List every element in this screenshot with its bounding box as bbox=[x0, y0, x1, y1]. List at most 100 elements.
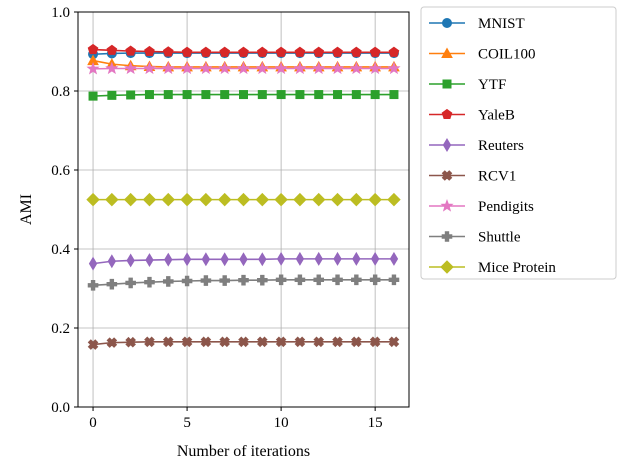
legend-label: YTF bbox=[478, 77, 506, 93]
data-point-rcv1 bbox=[275, 336, 287, 348]
data-point-mice-protein bbox=[330, 192, 345, 207]
data-point-mice-protein bbox=[349, 192, 364, 207]
data-point-shuttle bbox=[181, 275, 193, 287]
plot-border bbox=[77, 11, 410, 408]
data-point-pendigits bbox=[199, 61, 213, 75]
y-tick-label: 0.0 bbox=[51, 400, 70, 416]
data-point-shuttle bbox=[87, 280, 99, 291]
data-point-ytf bbox=[314, 90, 324, 100]
data-point-yaleb bbox=[332, 46, 343, 57]
data-point-shuttle bbox=[351, 274, 362, 286]
data-point-ytf bbox=[239, 90, 248, 100]
x-tick-label: 15 bbox=[368, 415, 383, 431]
data-point-ytf bbox=[220, 90, 230, 100]
data-point-reuters bbox=[295, 251, 305, 266]
data-point-rcv1 bbox=[388, 336, 400, 348]
x-tick-label: 5 bbox=[183, 415, 191, 431]
legend-item-shuttle: Shuttle bbox=[429, 230, 521, 246]
data-point-ytf bbox=[163, 90, 173, 100]
data-point-mice-protein bbox=[123, 192, 138, 207]
y-tick-label: 0.2 bbox=[51, 321, 70, 337]
legend-item-reuters: Reuters bbox=[429, 138, 524, 154]
legend: MNIST COIL100 YTF YaleB Reuters RCV1 Pendigits… bbox=[420, 6, 617, 280]
data-point-mice-protein bbox=[199, 192, 213, 207]
legend-label: Reuters bbox=[478, 138, 524, 154]
data-point-shuttle bbox=[388, 274, 400, 286]
data-point-mice-protein bbox=[105, 192, 119, 207]
data-point-shuttle bbox=[144, 276, 155, 288]
data-point-shuttle bbox=[238, 274, 249, 286]
data-point-yaleb bbox=[200, 46, 212, 57]
data-point-rcv1 bbox=[351, 336, 362, 348]
data-point-mice-protein bbox=[293, 192, 307, 207]
legend-label: Pendigits bbox=[478, 199, 534, 215]
data-point-mice-protein bbox=[368, 192, 382, 207]
data-point-ytf bbox=[126, 90, 136, 100]
y-tick-label: 0.4 bbox=[51, 242, 70, 258]
data-point-ytf bbox=[144, 90, 154, 100]
axis-ticks: 0 5 10 15 0.0 0.2 0.4 0.6 0.8 1.0 bbox=[51, 5, 382, 431]
x-tick-label: 0 bbox=[89, 415, 97, 431]
data-point-shuttle bbox=[219, 275, 230, 286]
data-point-ytf bbox=[351, 90, 361, 100]
legend-swatch-marker bbox=[441, 170, 453, 181]
data-point-ytf bbox=[201, 90, 211, 100]
data-point-ytf bbox=[295, 90, 305, 100]
data-point-rcv1 bbox=[125, 336, 136, 348]
series-mice-protein bbox=[86, 192, 401, 207]
data-point-pendigits bbox=[330, 61, 345, 75]
data-point-pendigits bbox=[255, 61, 269, 75]
y-tick-label: 0.8 bbox=[51, 84, 70, 100]
data-point-mice-protein bbox=[217, 192, 232, 207]
data-point-yaleb bbox=[106, 44, 118, 55]
data-point-ytf bbox=[389, 90, 399, 100]
series-shuttle bbox=[87, 274, 400, 291]
legend-item-mice-protein: Mice Protein bbox=[429, 260, 556, 276]
data-point-rcv1 bbox=[219, 336, 230, 348]
data-point-reuters bbox=[107, 254, 117, 269]
data-point-yaleb bbox=[162, 46, 174, 57]
data-point-pendigits bbox=[312, 61, 326, 75]
data-point-reuters bbox=[276, 251, 286, 266]
legend-item-coil100: COIL100 bbox=[429, 47, 536, 63]
legend-label: MNIST bbox=[478, 16, 525, 32]
data-point-reuters bbox=[201, 252, 211, 267]
data-point-reuters bbox=[88, 256, 98, 271]
legend-label: RCV1 bbox=[478, 169, 516, 185]
data-point-reuters bbox=[126, 253, 135, 268]
data-point-pendigits bbox=[349, 61, 363, 75]
data-point-reuters bbox=[182, 252, 192, 267]
legend-swatch-marker bbox=[441, 47, 453, 58]
data-point-shuttle bbox=[275, 274, 287, 286]
data-point-mice-protein bbox=[86, 192, 100, 207]
legend-label: YaleB bbox=[478, 108, 515, 124]
data-point-rcv1 bbox=[87, 339, 99, 350]
legend-item-mnist: MNIST bbox=[429, 16, 525, 32]
data-point-yaleb bbox=[369, 46, 381, 57]
data-point-pendigits bbox=[161, 61, 175, 75]
data-point-yaleb bbox=[388, 46, 400, 57]
data-point-reuters bbox=[333, 251, 342, 266]
legend-swatch-marker bbox=[441, 108, 453, 120]
series-pendigits bbox=[86, 61, 401, 75]
data-point-reuters bbox=[164, 252, 173, 267]
data-point-rcv1 bbox=[257, 336, 268, 348]
data-point-reuters bbox=[239, 252, 248, 267]
data-point-ytf bbox=[257, 90, 267, 100]
legend-swatch-marker bbox=[441, 231, 453, 242]
data-point-rcv1 bbox=[144, 336, 155, 348]
data-point-shuttle bbox=[332, 274, 343, 286]
legend-swatch-marker bbox=[440, 260, 454, 274]
data-point-mice-protein bbox=[180, 192, 194, 207]
data-point-rcv1 bbox=[162, 336, 174, 348]
legend-swatch-marker bbox=[442, 138, 452, 152]
data-point-yaleb bbox=[313, 46, 325, 57]
data-point-pendigits bbox=[236, 61, 251, 75]
data-point-reuters bbox=[220, 252, 229, 267]
legend-label: Mice Protein bbox=[478, 260, 556, 276]
data-point-rcv1 bbox=[369, 336, 381, 348]
data-point-ytf bbox=[88, 91, 98, 101]
series-yaleb bbox=[87, 43, 400, 57]
legend-swatch-marker bbox=[442, 18, 452, 28]
